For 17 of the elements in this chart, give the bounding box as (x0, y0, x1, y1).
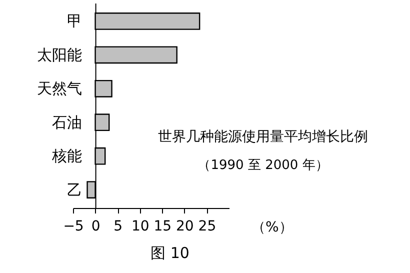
y-tick-label: 太阳能 (36, 46, 82, 64)
y-tick-label: 天然气 (36, 80, 82, 98)
y-tick-label: 石油 (52, 113, 82, 132)
x-axis-title: （%） (252, 220, 293, 236)
x-tick-label: 0 (91, 218, 100, 234)
x-tick-label: −5 (63, 218, 84, 234)
x-tick-label: 15 (154, 218, 172, 234)
x-tick-label: 20 (176, 218, 194, 234)
y-tick-label: 核能 (50, 147, 82, 166)
text: （1990 至 2000 年） (198, 158, 328, 173)
caption: 图 10 (150, 244, 190, 262)
x-tick-label: 5 (114, 218, 123, 234)
text: 世界几种能源使用量平均增长比例 (158, 129, 368, 145)
x-tick-label: 25 (198, 218, 216, 234)
y-tick-label: 甲 (66, 12, 82, 30)
x-tick-label: 10 (131, 218, 150, 234)
y-tick-label: 乙 (66, 180, 82, 199)
